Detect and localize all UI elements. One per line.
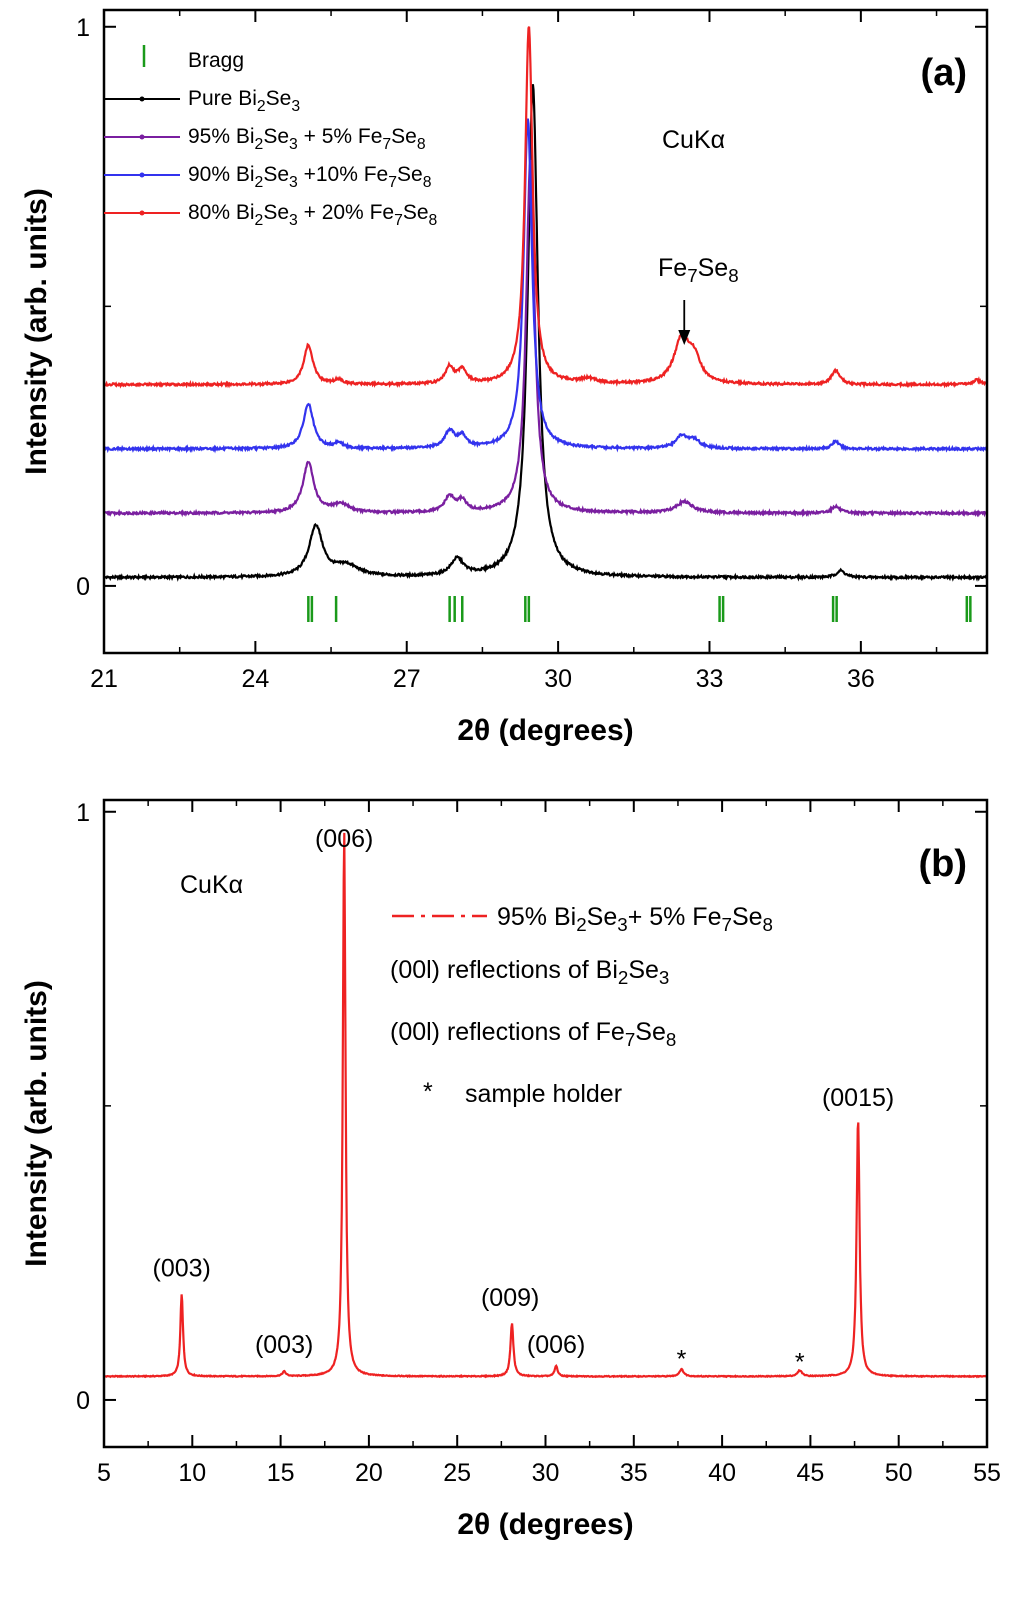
legend-star: * xyxy=(423,1078,433,1106)
y-tick-label: 0 xyxy=(76,1387,90,1415)
panel-a-chart: 21 24 27 30 33 36 0 1 2θ (degrees) Intensity (arb… xyxy=(20,8,989,747)
x-tick-label: 10 xyxy=(178,1459,206,1487)
legend-marker xyxy=(139,172,145,178)
x-tick-label: 15 xyxy=(267,1459,295,1487)
peak-label: (006) xyxy=(527,1331,585,1359)
panel-label: (a) xyxy=(921,52,967,94)
series-line xyxy=(103,26,987,389)
x-tick-label: 36 xyxy=(847,665,875,693)
legend-text: (00l) reflections of Fe7Se8 xyxy=(390,1018,676,1050)
x-tick-label: 30 xyxy=(532,1459,560,1487)
peak-label: * xyxy=(795,1349,805,1377)
peak-label: (003) xyxy=(153,1254,211,1282)
arrow-head xyxy=(678,330,691,345)
x-tick-label: 5 xyxy=(97,1459,111,1487)
legend-label: 95% Bi2Se3+ 5% Fe7Se8 xyxy=(497,903,773,935)
legend-marker xyxy=(139,96,145,102)
x-tick-label: 27 xyxy=(393,665,421,693)
x-tick-label: 30 xyxy=(544,665,572,693)
series-line xyxy=(103,832,988,1379)
panel-label: (b) xyxy=(918,843,967,885)
peak-label: (0015) xyxy=(822,1084,894,1112)
x-axis-title: 2θ (degrees) xyxy=(457,1508,633,1541)
y-tick-label: 1 xyxy=(76,799,90,827)
legend-marker xyxy=(139,210,145,216)
legend-text: (00l) reflections of Bi2Se3 xyxy=(390,956,669,988)
x-tick-label: 50 xyxy=(885,1459,913,1487)
series-line xyxy=(103,159,988,518)
x-tick-label: 21 xyxy=(90,665,118,693)
series-line xyxy=(103,84,988,582)
legend-label: Bragg xyxy=(188,49,244,72)
y-axis-title: Intensity (arb. units) xyxy=(20,980,53,1267)
y-axis-title: Intensity (arb. units) xyxy=(20,188,53,475)
legend-marker xyxy=(139,134,145,140)
legend-label: 95% Bi2Se3 + 5% Fe7Se8 xyxy=(188,125,426,153)
phase-label: Fe7Se8 xyxy=(658,254,739,286)
panel-b-chart: 5 10 15 20 25 30 35 40 45 50 55 0 1 2θ (degrees) Inten… xyxy=(20,798,1001,1541)
series-line xyxy=(103,118,988,454)
peak-label: * xyxy=(677,1346,687,1374)
x-tick-label: 25 xyxy=(443,1459,471,1487)
y-tick-label: 0 xyxy=(76,573,90,601)
x-tick-label: 45 xyxy=(796,1459,824,1487)
x-tick-label: 35 xyxy=(620,1459,648,1487)
legend-label: Pure Bi2Se3 xyxy=(188,87,300,115)
legend-text: sample holder xyxy=(465,1080,622,1108)
x-tick-label: 33 xyxy=(696,665,724,693)
legend-label: 80% Bi2Se3 + 20% Fe7Se8 xyxy=(188,201,438,229)
x-axis-title: 2θ (degrees) xyxy=(457,714,633,747)
x-tick-label: 40 xyxy=(708,1459,736,1487)
x-tick-label: 24 xyxy=(241,665,269,693)
plot-frame xyxy=(102,8,989,655)
y-tick-label: 1 xyxy=(76,14,90,42)
legend-label: 90% Bi2Se3 +10% Fe7Se8 xyxy=(188,163,432,191)
x-tick-label: 55 xyxy=(973,1459,1001,1487)
peak-label: (006) xyxy=(315,825,373,853)
peak-label: (003) xyxy=(255,1331,313,1359)
source-label: CuKα xyxy=(180,871,243,899)
source-label: CuKα xyxy=(662,126,725,154)
x-tick-label: 20 xyxy=(355,1459,383,1487)
peak-label: (009) xyxy=(481,1284,539,1312)
